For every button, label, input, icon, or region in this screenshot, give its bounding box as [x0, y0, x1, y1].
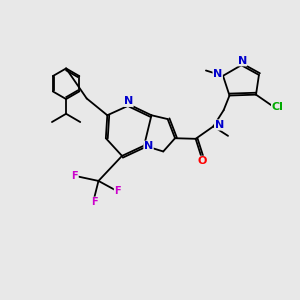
Text: N: N: [238, 56, 247, 66]
Text: F: F: [114, 186, 121, 196]
Text: F: F: [72, 171, 78, 181]
Text: N: N: [144, 141, 153, 151]
Text: O: O: [198, 156, 207, 166]
Text: N: N: [214, 120, 224, 130]
Text: Cl: Cl: [272, 102, 284, 112]
Text: N: N: [213, 69, 222, 79]
Text: F: F: [91, 197, 98, 207]
Text: N: N: [124, 96, 133, 106]
